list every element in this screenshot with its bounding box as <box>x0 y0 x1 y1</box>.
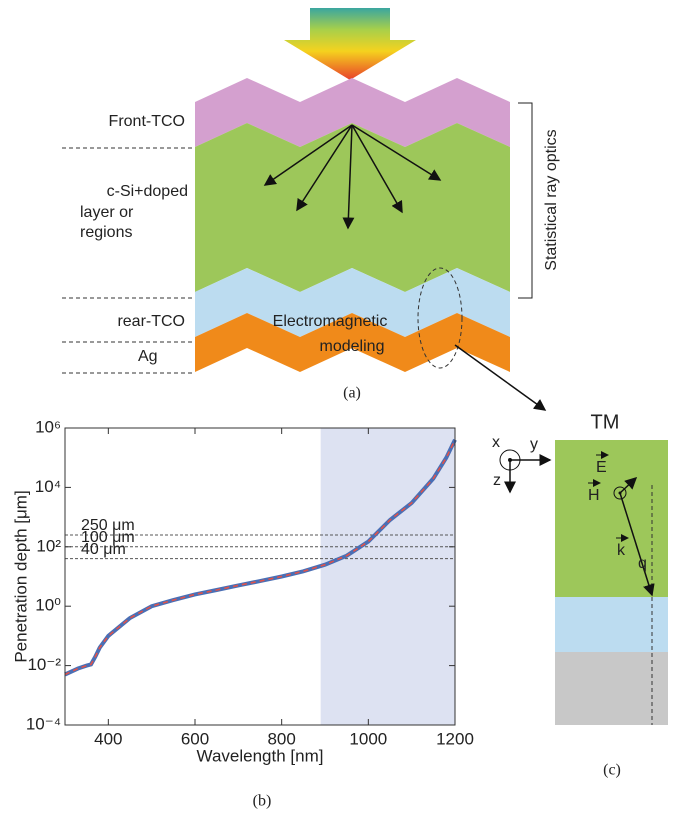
caption: (b) <box>253 793 272 810</box>
diagram-a: Front-TCO c-Si+doped layer or regions re… <box>62 8 560 410</box>
h-vector <box>619 492 622 495</box>
ag-region <box>555 652 668 725</box>
x-tick-label: 1000 <box>349 729 387 748</box>
axis-label: y <box>530 436 538 453</box>
vector-label: H <box>588 487 600 504</box>
caption: (c) <box>603 762 621 779</box>
layer-label: Front-TCO <box>109 113 185 130</box>
axis-label: x <box>492 434 500 451</box>
diagram-c: TM x y z E H k q (c) <box>492 411 668 778</box>
layer-label: layer or <box>80 204 134 221</box>
reference-label: 40 μm <box>81 541 126 558</box>
x-tick-label: 400 <box>94 729 122 748</box>
layer-label: rear-TCO <box>117 313 185 330</box>
bracket-label: Statistical ray optics <box>543 129 560 270</box>
bracket <box>518 103 532 298</box>
x-tick-label: 1200 <box>436 729 474 748</box>
y-axis-label: Penetration depth [μm] <box>11 490 30 662</box>
y-tick-label: 10⁶ <box>35 417 61 436</box>
silicon-layer <box>195 123 510 292</box>
vector-label: k <box>617 542 626 559</box>
layer-label: regions <box>80 224 132 241</box>
figure: Front-TCO c-Si+doped layer or regions re… <box>0 0 674 814</box>
y-tick-label: 10⁻² <box>27 655 61 674</box>
panel-title: TM <box>591 411 620 433</box>
tco-region <box>555 597 668 652</box>
em-label: Electromagnetic <box>273 313 388 330</box>
layer-label: c-Si+doped <box>107 183 188 200</box>
axis-label: z <box>493 472 501 489</box>
light-arrow <box>284 8 416 80</box>
caption: (a) <box>343 385 361 402</box>
layer-label: Ag <box>138 348 158 365</box>
em-label: modeling <box>320 338 385 355</box>
y-tick-label: 10⁻⁴ <box>26 714 61 733</box>
y-tick-label: 10² <box>36 536 61 555</box>
vector-label: E <box>596 459 607 476</box>
angle-label: q <box>638 555 647 572</box>
silicon-region <box>555 440 668 597</box>
y-tick-label: 10⁴ <box>35 477 61 496</box>
x-axis-label: Wavelength [nm] <box>197 746 324 765</box>
y-tick-label: 10⁰ <box>35 596 61 615</box>
